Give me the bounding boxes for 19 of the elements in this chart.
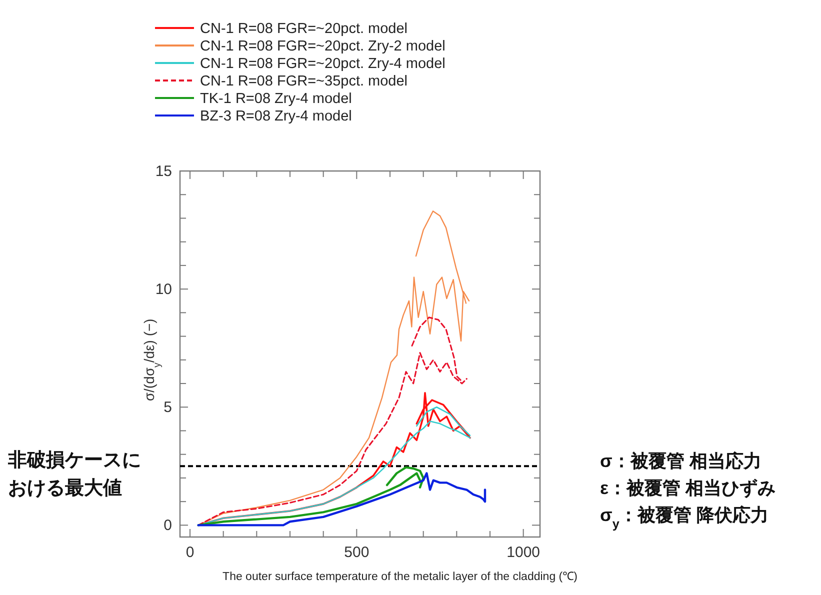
line-series [197,472,486,526]
text: σ$_{y}$：被覆管 降伏応力 [600,505,768,531]
y-tick-label: 10 [155,281,172,298]
legend-label: CN-1 R=08 FGR=~20pct. model [200,21,408,37]
y-tick-label: 15 [155,163,172,180]
legend-label: CN-1 R=08 FGR=~35pct. model [200,74,408,90]
x-tick-label: 1000 [506,544,540,561]
x-tick-label: 0 [186,544,194,561]
text: ε：被覆管 相当ひずみ [600,478,776,499]
legend-label: CN-1 R=08 FGR=~20pct. Zry-4 model [200,56,446,72]
legend-label: BZ-3 R=08 Zry-4 model [200,108,352,124]
legend-label: TK-1 R=08 Zry-4 model [200,91,352,107]
text: σ：被覆管 相当応力 [600,451,762,471]
legend-label: CN-1 R=08 FGR=~20pct. Zry-2 model [200,38,446,54]
y-tick-label: 0 [164,517,172,534]
y-tick-label: 5 [164,399,172,416]
x-tick-label: 500 [344,544,370,561]
x-axis-title: The outer surface temperature of the metalic layer of the cladding (℃) [222,571,578,583]
ref-line-label: 非破損ケースにおける最大値 [7,449,141,500]
